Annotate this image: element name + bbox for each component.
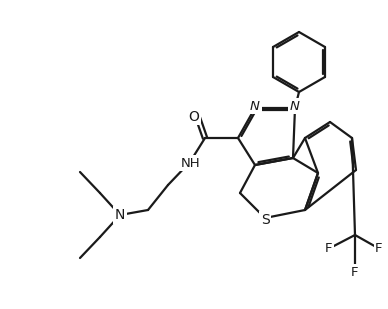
Text: N: N	[115, 208, 125, 222]
Text: F: F	[325, 242, 333, 255]
Text: S: S	[261, 213, 269, 227]
Text: F: F	[375, 242, 383, 255]
Text: N: N	[250, 99, 260, 112]
Text: NH: NH	[181, 156, 201, 170]
Text: N: N	[290, 99, 300, 112]
Text: F: F	[351, 265, 359, 278]
Text: O: O	[189, 110, 199, 124]
